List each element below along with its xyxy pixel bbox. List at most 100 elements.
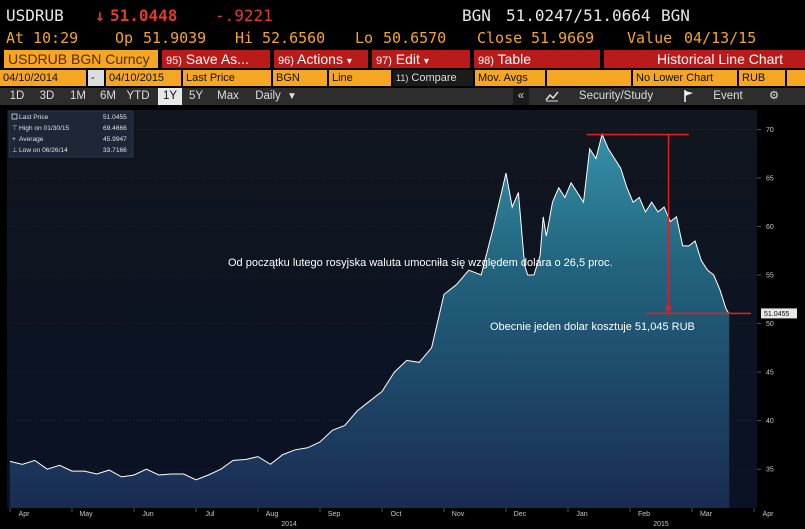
value-label: Value: [627, 29, 673, 47]
period-bar: 1D 3D 1M 6M YTD 1Y 5Y Max Daily ▼ « Secu…: [0, 88, 805, 105]
mov-avgs-button[interactable]: Mov. Avgs: [475, 70, 545, 86]
annotation-current-rate: Obecnie jeden dolar kosztuje 51,045 RUB: [490, 321, 695, 333]
edit-number: 97): [376, 55, 392, 67]
x-tick-label: Jul: [206, 511, 215, 518]
low-value: 50.6570: [383, 29, 447, 47]
security-study-button[interactable]: Security/Study: [578, 90, 654, 102]
save-as-button[interactable]: 95) Save As...: [162, 50, 270, 68]
period-3d[interactable]: 3D: [39, 90, 55, 102]
legend-low-label: Low on 06/26/14: [19, 147, 68, 154]
security-field[interactable]: USDRUB BGN Curncy: [4, 50, 158, 68]
x-tick-label: Apr: [19, 511, 31, 518]
compare-label: Compare: [411, 72, 457, 84]
chart-settings: 04/10/2014 - 04/10/2015 Last Price BGN L…: [0, 70, 805, 87]
low-label: Lo: [355, 29, 374, 47]
at-label: At: [6, 29, 25, 47]
x-tick-label: Apr: [763, 511, 775, 518]
edit-caret-icon: ▾: [423, 56, 429, 67]
end-date-field[interactable]: 04/10/2015: [106, 70, 181, 86]
legend-low-icon: ⊥: [12, 147, 18, 154]
spacer-field: [547, 70, 631, 86]
x-tick-label: Aug: [266, 511, 279, 518]
chart-area: 35 40 45 50 55 60 65 70 Apr May Jun Jul Aug Sep Oct No…: [0, 106, 805, 529]
legend-checkbox-icon: [11, 113, 18, 120]
period-1d[interactable]: 1D: [9, 90, 25, 102]
y-tick-label: 40: [766, 418, 774, 425]
quote-bar: USDRUB ↓ 51.0448 -.9221 BGN 51.0247/51.0…: [0, 0, 805, 30]
edit-label: Edit: [395, 51, 420, 67]
period-1y[interactable]: 1Y: [158, 88, 182, 105]
edit-button[interactable]: 97) Edit ▾: [372, 50, 470, 68]
legend-low-value: 33.7166: [103, 147, 127, 154]
close-label: Close: [477, 29, 523, 47]
currency-select[interactable]: RUB: [739, 70, 785, 86]
y-tick-label: 55: [766, 273, 774, 280]
x-tick-label: May: [79, 511, 93, 518]
currency-extra: [787, 70, 805, 86]
actions-number: 96): [278, 55, 294, 67]
legend-avg-value: 45.9947: [103, 136, 127, 143]
period-5y[interactable]: 5Y: [188, 90, 204, 102]
actions-button[interactable]: 96) Actions ▾: [274, 50, 368, 68]
period-ytd[interactable]: YTD: [126, 90, 150, 102]
toolbar: USDRUB BGN Curncy 95) Save As... 96) Act…: [0, 50, 805, 69]
annotation-strengthening: Od początku lutego rosyjska waluta umocn…: [228, 257, 613, 269]
legend-high-label: High on 01/30/15: [19, 125, 70, 132]
frequency-select[interactable]: Daily: [255, 90, 281, 102]
open-value: 51.9039: [143, 29, 207, 47]
x-tick-label: Nov: [452, 511, 465, 518]
chart-icon[interactable]: [545, 88, 563, 105]
style-select[interactable]: Line: [329, 70, 391, 86]
start-date-field[interactable]: 04/10/2014: [0, 70, 86, 86]
year-label-2014: 2014: [281, 521, 297, 528]
bid-ask: 51.0247/51.0664: [506, 6, 651, 25]
price-chart: 35 40 45 50 55 60 65 70 Apr May Jun Jul Aug Sep Oct No…: [0, 106, 805, 529]
legend-high-icon: ⊤: [12, 125, 18, 132]
collapse-icon[interactable]: «: [513, 88, 529, 105]
y-tick-label: 65: [766, 175, 774, 182]
legend-last-label: Last Price: [19, 114, 49, 121]
flag-icon[interactable]: [684, 88, 698, 105]
legend-avg-icon: +: [12, 136, 16, 143]
actions-caret-icon: ▾: [346, 56, 352, 67]
y-tick-label: 50: [766, 321, 774, 328]
period-1m[interactable]: 1M: [70, 90, 86, 102]
period-6m[interactable]: 6M: [100, 90, 116, 102]
y-tick-label: 70: [766, 127, 774, 134]
price-line: [9, 132, 730, 481]
lower-chart-select[interactable]: No Lower Chart: [633, 70, 737, 86]
compare-button[interactable]: 11) Compare: [393, 70, 473, 86]
frequency-caret-icon[interactable]: ▼: [287, 91, 297, 102]
date-separator: -: [88, 70, 104, 86]
ticker: USDRUB: [6, 6, 64, 25]
table-button[interactable]: 98) Table: [474, 50, 600, 68]
x-tick-label: Mar: [700, 511, 713, 518]
page-title: Historical Line Chart: [604, 50, 805, 68]
field-select[interactable]: Last Price: [183, 70, 271, 86]
x-tick-label: Dec: [514, 511, 527, 518]
event-button[interactable]: Event: [713, 90, 743, 102]
period-max[interactable]: Max: [217, 90, 239, 102]
close-value: 51.9669: [531, 29, 595, 47]
legend-high-value: 69.4666: [103, 125, 127, 132]
source-select[interactable]: BGN: [273, 70, 327, 86]
ask-source: BGN: [661, 6, 690, 25]
x-tick-label: Jan: [576, 511, 587, 518]
high-value: 52.6560: [262, 29, 326, 47]
x-tick-label: Sep: [328, 511, 341, 518]
down-arrow-icon: ↓: [95, 6, 105, 25]
actions-label: Actions: [297, 51, 343, 67]
last-price-tag-label: 51.0455: [764, 311, 789, 318]
bid-source: BGN: [462, 6, 491, 25]
save-as-label: Save As...: [185, 51, 249, 67]
x-tick-label: Feb: [638, 511, 650, 518]
at-time: 10:29: [33, 29, 79, 47]
last-price-tag: [761, 308, 797, 319]
x-tick-label: Oct: [391, 511, 402, 518]
last-price: 51.0448: [110, 6, 178, 25]
year-label-2015: 2015: [653, 521, 669, 528]
gear-icon[interactable]: ⚙: [768, 90, 780, 102]
y-tick-label: 35: [766, 467, 774, 474]
legend-last-value: 51.0455: [103, 114, 127, 121]
stats-bar: At 10:29 Op 51.9039 Hi 52.6560 Lo 50.657…: [0, 29, 805, 50]
